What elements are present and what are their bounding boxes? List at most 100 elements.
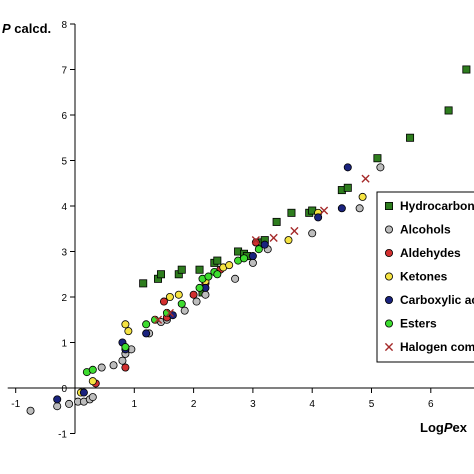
y-tick-label: -1 [58, 430, 67, 441]
y-tick-label: 5 [61, 157, 67, 168]
point-aldehydes [121, 363, 130, 372]
point-alcohols [26, 406, 35, 415]
legend-box [376, 191, 474, 363]
legend: Hydrocarbon Alcohols Aldehydes Ketones Carbo… [376, 191, 474, 363]
point-ketones [358, 192, 367, 201]
point-carboxylic-acids [142, 329, 151, 338]
point-ketones [124, 327, 133, 336]
point-carboxylic-acids [337, 204, 346, 213]
point-halogen-compounds [290, 226, 299, 236]
legend-label-halogen-compounds: Halogen com [400, 340, 474, 354]
legend-label-carboxylic-acids: Carboxylic ac [400, 293, 474, 307]
x-tick-label: 3 [250, 399, 256, 410]
point-halogen-compounds [165, 308, 174, 318]
point-alcohols [248, 258, 257, 267]
point-alcohols [109, 361, 118, 370]
point-ketones [165, 292, 174, 301]
point-esters [240, 254, 249, 263]
point-alcohols [180, 306, 189, 315]
point-hydrocarbons [287, 208, 296, 217]
point-ketones [88, 377, 97, 386]
legend-marker-ketones [384, 272, 393, 281]
legend-label-alcohols: Alcohols [400, 223, 451, 237]
point-carboxylic-acids [314, 213, 323, 222]
point-esters [142, 320, 151, 329]
point-esters [213, 270, 222, 279]
point-hydrocarbons [462, 65, 471, 74]
point-aldehydes [189, 290, 198, 299]
y-tick-label: 7 [61, 66, 67, 77]
point-hydrocarbons [406, 133, 415, 142]
legend-label-esters: Esters [400, 317, 437, 331]
point-halogen-compounds [251, 236, 260, 245]
y-tick-label: 6 [61, 111, 67, 122]
point-hydrocarbons [343, 183, 352, 192]
data-points [26, 65, 471, 415]
legend-label-aldehydes: Aldehydes [400, 246, 461, 260]
point-esters [177, 299, 186, 308]
point-carboxylic-acids [53, 395, 62, 404]
x-axis-title: LogPex [420, 420, 468, 435]
point-alcohols [53, 402, 62, 411]
legend-marker-hydrocarbons [384, 201, 393, 210]
point-esters [195, 283, 204, 292]
point-esters [204, 272, 213, 281]
point-hydrocarbons [272, 217, 281, 226]
point-alcohols [65, 399, 74, 408]
point-aldehydes [159, 297, 168, 306]
point-ketones [225, 261, 234, 270]
y-tick-label: 4 [61, 202, 67, 213]
point-hydrocarbons [373, 154, 382, 163]
legend-marker-alcohols [384, 225, 393, 234]
legend-label-ketones: Ketones [400, 270, 448, 284]
legend-marker-carboxylic-acids [384, 295, 393, 304]
point-alcohols [308, 229, 317, 238]
point-halogen-compounds [269, 233, 278, 242]
y-tick-label: 0 [61, 384, 67, 395]
point-alcohols [376, 163, 385, 172]
point-hydrocarbons [213, 256, 222, 265]
y-tick-label: 1 [61, 339, 67, 350]
point-halogen-compounds [319, 206, 329, 215]
axes: -1 1 2 3 4 5 6 -1 0 1 2 3 4 5 6 7 8 [7, 20, 474, 441]
point-carboxylic-acids [248, 252, 257, 261]
point-aldehydes [251, 238, 260, 247]
point-ketones [174, 290, 183, 299]
point-hydrocarbons [139, 279, 148, 288]
point-alcohols [118, 356, 127, 365]
point-alcohols [355, 204, 364, 213]
point-carboxylic-acids [260, 240, 269, 249]
point-alcohols [192, 297, 201, 306]
x-tick-label: 4 [309, 399, 315, 410]
x-tick-label: 6 [428, 399, 434, 410]
legend-marker-aldehydes [384, 248, 393, 257]
axis-titles: P calcd. LogPex [2, 21, 468, 435]
point-alcohols [201, 290, 210, 299]
x-tick-label: -1 [11, 399, 20, 410]
x-tick-label: 1 [132, 399, 138, 410]
point-carboxylic-acids [343, 163, 352, 172]
legend-marker-esters [384, 319, 393, 328]
point-esters [254, 245, 263, 254]
point-alcohols [88, 393, 97, 402]
point-halogen-compounds [153, 315, 163, 324]
point-hydrocarbons [156, 270, 165, 279]
point-carboxylic-acids [79, 388, 88, 397]
point-hydrocarbons [177, 265, 186, 274]
point-alcohols [97, 363, 106, 372]
x-tick-label: 2 [191, 399, 197, 410]
point-ketones [121, 320, 130, 329]
y-tick-label: 3 [61, 248, 67, 259]
y-tick-label: 2 [61, 293, 67, 304]
point-alcohols [231, 274, 240, 283]
point-hydrocarbons [444, 106, 453, 115]
point-ketones [284, 236, 293, 245]
point-halogen-compounds [361, 174, 370, 183]
y-tick-label: 8 [61, 20, 67, 31]
x-tick-label: 5 [369, 399, 375, 410]
point-hydrocarbons [195, 265, 204, 274]
point-esters [88, 365, 97, 374]
legend-label-hydrocarbons: Hydrocarbon [400, 199, 474, 213]
legend-marker-halogen-compounds [384, 342, 394, 352]
y-axis-title: P calcd. [2, 21, 51, 36]
